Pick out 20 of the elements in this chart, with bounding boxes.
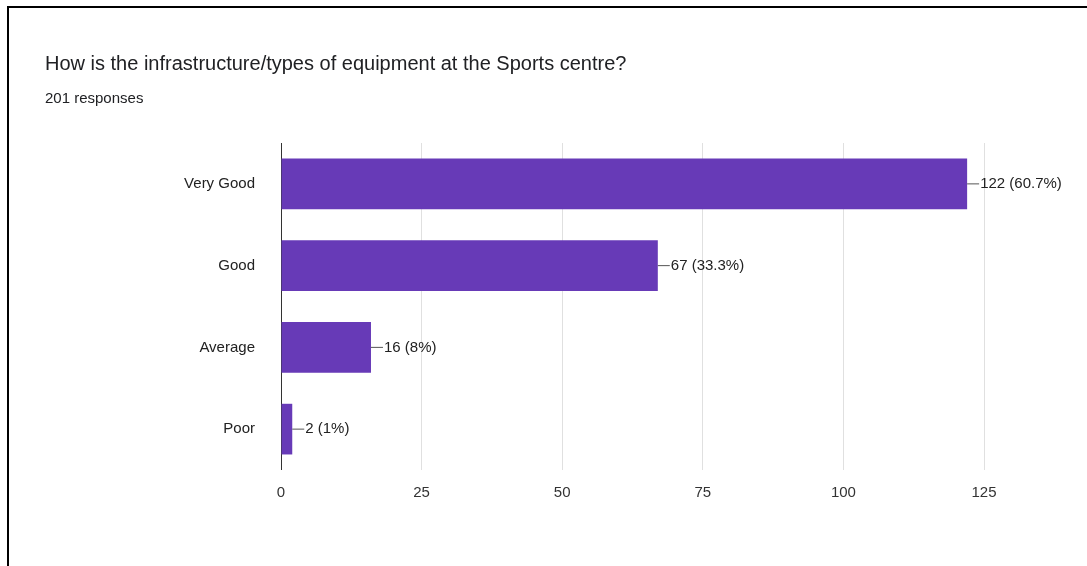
y-tick-label: Good (218, 255, 255, 273)
x-tick-label: 100 (830, 483, 856, 501)
bar (281, 322, 371, 373)
data-label: 16 (8%) (383, 337, 437, 355)
data-label: 122 (60.7%) (980, 174, 1062, 192)
bar (281, 240, 658, 291)
data-label: 2 (1%) (305, 419, 350, 437)
data-label: 67 (33.3%) (670, 255, 745, 273)
y-tick-label: Poor (223, 419, 255, 437)
text: 201 responses (45, 89, 144, 106)
bar (281, 158, 968, 210)
x-tick-label: 25 (413, 483, 430, 501)
bar (281, 403, 293, 455)
x-tick-label: 75 (694, 483, 712, 501)
chart-title: How is the infrastructure/types of equipment at the Sports centre? (45, 52, 627, 75)
y-tick-label: Very Good (184, 174, 255, 192)
x-tick-label: 125 (971, 483, 997, 501)
y-tick-label: Average (199, 337, 255, 355)
x-tick-label: 0 (276, 483, 286, 501)
x-tick-label: 50 (553, 483, 571, 501)
